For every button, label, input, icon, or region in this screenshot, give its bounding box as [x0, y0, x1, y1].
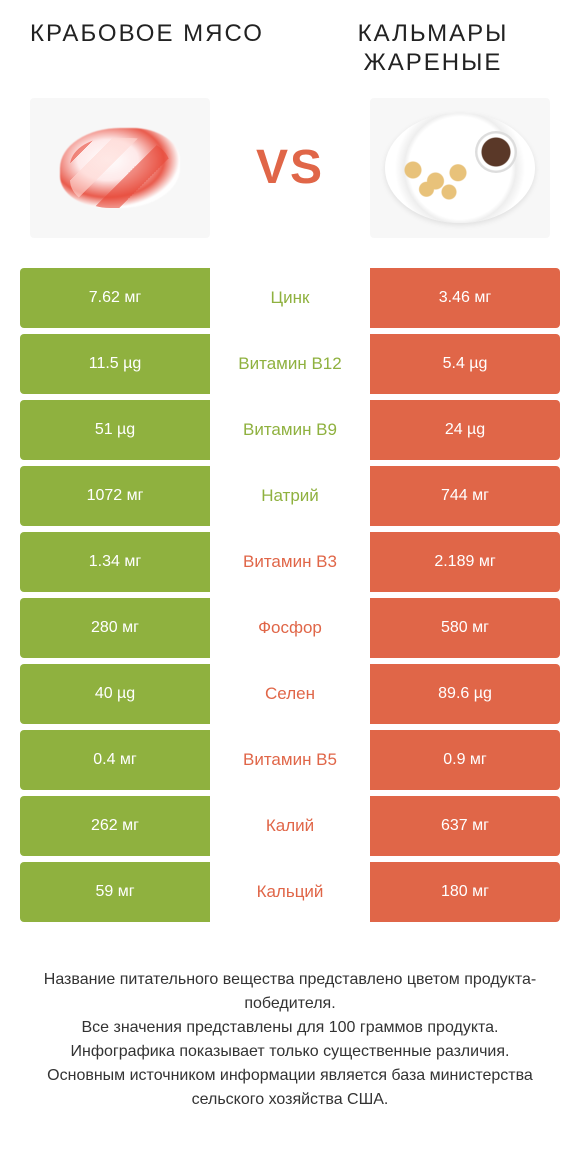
footer-line: Инфографика показывает только существенн… [30, 1040, 550, 1064]
footer-notes: Название питательного вещества представл… [0, 928, 580, 1142]
left-value-cell: 7.62 мг [20, 268, 210, 328]
table-row: 1072 мгНатрий744 мг [20, 466, 560, 526]
right-value-cell: 637 мг [370, 796, 560, 856]
nutrient-label: Натрий [210, 466, 370, 526]
left-value-cell: 40 µg [20, 664, 210, 724]
nutrient-label: Витамин B9 [210, 400, 370, 460]
right-value-cell: 2.189 мг [370, 532, 560, 592]
nutrient-label: Цинк [210, 268, 370, 328]
nutrient-label: Калий [210, 796, 370, 856]
left-product-image [30, 98, 210, 238]
table-row: 11.5 µgВитамин B125.4 µg [20, 334, 560, 394]
crab-meat-icon [50, 118, 190, 218]
right-value-cell: 580 мг [370, 598, 560, 658]
footer-line: Основным источником информации является … [30, 1064, 550, 1112]
left-product-title: КРАБОВОЕ МЯСО [30, 20, 264, 78]
right-value-cell: 89.6 µg [370, 664, 560, 724]
nutrient-label: Витамин B5 [210, 730, 370, 790]
left-value-cell: 1.34 мг [20, 532, 210, 592]
table-row: 7.62 мгЦинк3.46 мг [20, 268, 560, 328]
nutrient-label: Фосфор [210, 598, 370, 658]
right-value-cell: 24 µg [370, 400, 560, 460]
left-value-cell: 1072 мг [20, 466, 210, 526]
footer-line: Название питательного вещества представл… [30, 968, 550, 1016]
sauce-icon [475, 131, 517, 173]
right-value-cell: 0.9 мг [370, 730, 560, 790]
right-value-cell: 3.46 мг [370, 268, 560, 328]
table-row: 51 µgВитамин B924 µg [20, 400, 560, 460]
right-product-title: КАЛЬМАРЫ ЖАРЕНЫЕ [316, 20, 550, 78]
left-value-cell: 262 мг [20, 796, 210, 856]
vs-label: VS [256, 140, 324, 195]
header: КРАБОВОЕ МЯСО КАЛЬМАРЫ ЖАРЕНЫЕ [0, 0, 580, 88]
squid-plate-icon [385, 113, 535, 223]
table-row: 40 µgСелен89.6 µg [20, 664, 560, 724]
left-value-cell: 51 µg [20, 400, 210, 460]
footer-line: Все значения представлены для 100 граммо… [30, 1016, 550, 1040]
nutrient-label: Кальций [210, 862, 370, 922]
infographic-container: КРАБОВОЕ МЯСО КАЛЬМАРЫ ЖАРЕНЫЕ VS 7.62 м… [0, 0, 580, 1142]
nutrient-label: Витамин B3 [210, 532, 370, 592]
table-row: 0.4 мгВитамин B50.9 мг [20, 730, 560, 790]
table-row: 262 мгКалий637 мг [20, 796, 560, 856]
right-value-cell: 744 мг [370, 466, 560, 526]
nutrient-label: Витамин B12 [210, 334, 370, 394]
right-product-image [370, 98, 550, 238]
vs-row: VS [0, 88, 580, 268]
right-value-cell: 5.4 µg [370, 334, 560, 394]
comparison-table: 7.62 мгЦинк3.46 мг11.5 µgВитамин B125.4 … [0, 268, 580, 922]
table-row: 59 мгКальций180 мг [20, 862, 560, 922]
table-row: 1.34 мгВитамин B32.189 мг [20, 532, 560, 592]
left-value-cell: 0.4 мг [20, 730, 210, 790]
left-value-cell: 59 мг [20, 862, 210, 922]
right-value-cell: 180 мг [370, 862, 560, 922]
nutrient-label: Селен [210, 664, 370, 724]
table-row: 280 мгФосфор580 мг [20, 598, 560, 658]
left-value-cell: 280 мг [20, 598, 210, 658]
left-value-cell: 11.5 µg [20, 334, 210, 394]
